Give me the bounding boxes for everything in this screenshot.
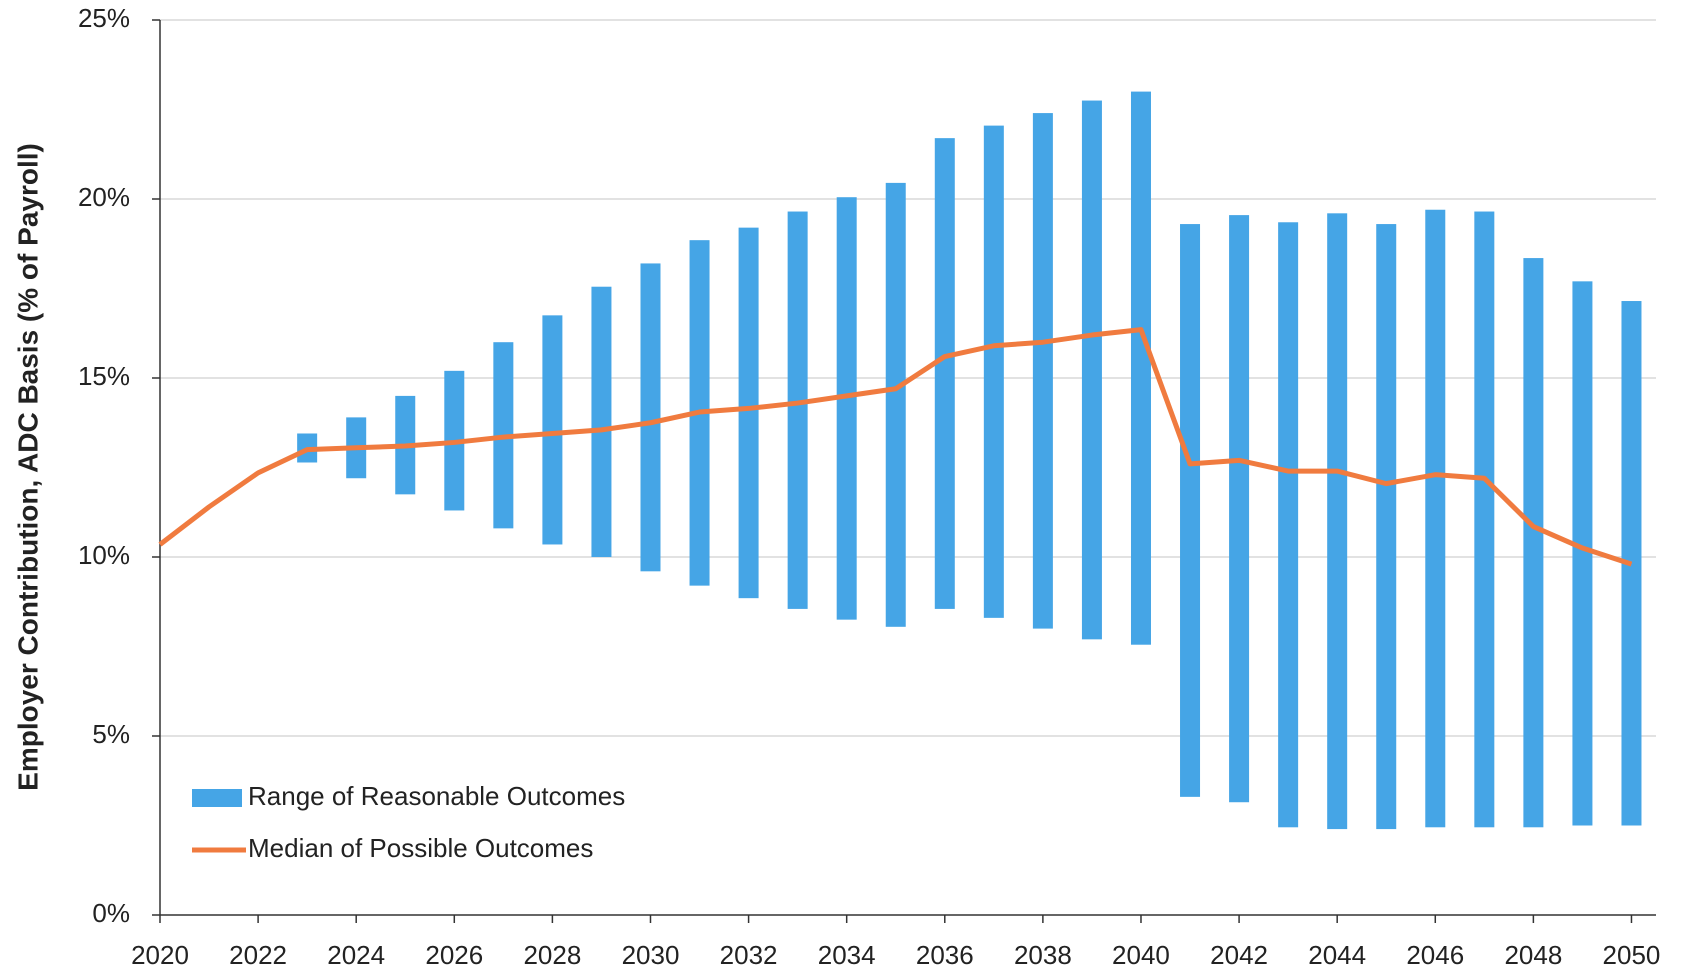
range-bar — [1229, 215, 1250, 803]
range-bar — [1327, 213, 1348, 830]
y-tick-label: 10% — [78, 540, 130, 570]
x-tick-label: 2044 — [1308, 940, 1366, 966]
x-tick-label: 2048 — [1504, 940, 1562, 966]
median-line — [158, 327, 1633, 567]
x-tick-label: 2028 — [523, 940, 581, 966]
y-tick-label: 5% — [92, 719, 130, 749]
y-tick-label: 0% — [92, 898, 130, 928]
x-tick-label: 2030 — [622, 940, 680, 966]
range-bar — [1523, 258, 1544, 828]
range-bar — [1081, 100, 1102, 640]
x-tick-label: 2050 — [1603, 940, 1661, 966]
y-axis-title: Employer Contribution, ADC Basis (% of P… — [12, 143, 43, 791]
legend-label: Median of Possible Outcomes — [248, 833, 593, 863]
range-bar — [934, 138, 955, 609]
x-tick-label: 2042 — [1210, 940, 1268, 966]
y-tick-label: 20% — [78, 182, 130, 212]
y-tick-label: 15% — [78, 361, 130, 391]
x-tick-label: 2034 — [818, 940, 876, 966]
range-bar — [1130, 91, 1151, 645]
legend-swatch — [192, 789, 242, 807]
range-bar — [1425, 209, 1446, 828]
range-bar — [787, 211, 808, 609]
y-tick-label: 25% — [78, 3, 130, 33]
x-tick-label: 2024 — [327, 940, 385, 966]
range-bar — [1572, 281, 1593, 826]
range-bar — [1278, 222, 1299, 828]
range-bar — [885, 182, 906, 627]
x-tick-label: 2036 — [916, 940, 974, 966]
range-bar — [1032, 113, 1053, 629]
range-bar — [640, 263, 661, 572]
x-tick-label: 2022 — [229, 940, 287, 966]
x-tick-label: 2026 — [425, 940, 483, 966]
range-bar — [836, 197, 857, 620]
x-tick-label: 2046 — [1406, 940, 1464, 966]
range-bar — [1474, 211, 1495, 828]
x-tick-label: 2038 — [1014, 940, 1072, 966]
range-bar — [591, 286, 612, 557]
x-tick-label: 2032 — [720, 940, 778, 966]
range-bar — [738, 227, 759, 599]
range-bar — [1376, 224, 1397, 830]
range-bar — [542, 315, 563, 545]
x-tick-label: 2020 — [131, 940, 189, 966]
x-tick-label: 2040 — [1112, 940, 1170, 966]
range-bar — [1180, 224, 1201, 797]
legend-label: Range of Reasonable Outcomes — [248, 781, 625, 811]
range-bar — [983, 125, 1004, 618]
